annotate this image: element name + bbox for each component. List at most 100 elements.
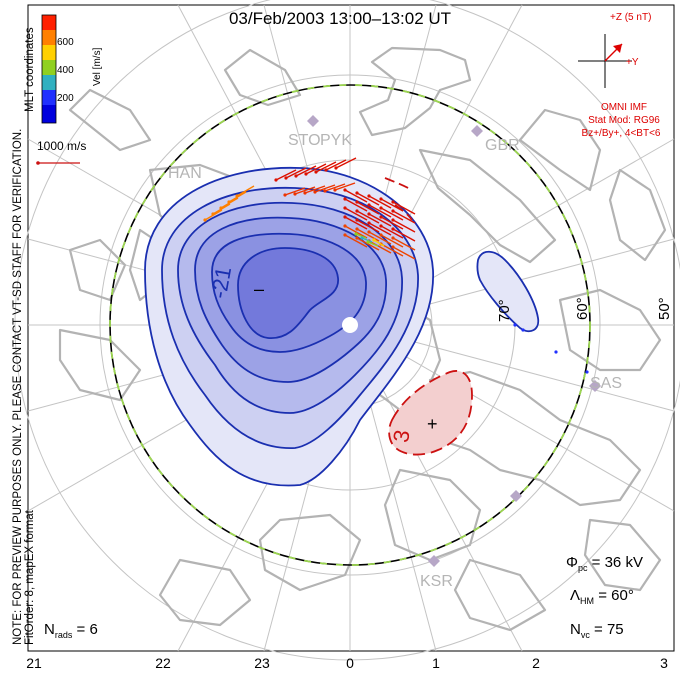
imf-z-label: +Z (5 nT) — [610, 12, 652, 23]
velocity-vector-origin — [227, 200, 231, 204]
velocity-vector — [356, 192, 380, 206]
velocity-vector — [361, 237, 373, 243]
velocity-vector-origin — [360, 236, 364, 240]
station-label-sto: STO — [288, 132, 321, 149]
station-label-ksr: KSR — [420, 573, 453, 590]
velocity-vector — [334, 182, 356, 191]
velocity-vector — [367, 241, 379, 247]
positive-potential-cell — [388, 370, 473, 456]
hmb-latitude-value: 60° — [611, 587, 634, 604]
pole-marker — [342, 317, 358, 333]
velocity-vector — [304, 185, 326, 194]
velocity-vector — [368, 231, 392, 245]
velocity-vector — [305, 163, 327, 175]
velocity-vector-origin — [324, 168, 328, 172]
velocity-vector — [356, 219, 380, 233]
velocity-vector-origin — [366, 240, 370, 244]
velocity-vector — [368, 213, 392, 227]
positive-fragment — [384, 177, 413, 221]
colorbar-tick-200: 200 — [57, 93, 74, 104]
velocity-vector — [314, 184, 336, 193]
velocity-vector — [356, 201, 380, 215]
velocity-vector-origin — [314, 170, 318, 174]
velocity-vector-origin — [334, 166, 338, 170]
colorbar-tick-600: 600 — [57, 37, 74, 48]
velocity-vector — [356, 237, 380, 251]
velocity-vector — [392, 237, 416, 251]
velocity-vector-origin — [367, 230, 371, 234]
cross-polar-cap-potential-value: 36 kV — [604, 554, 643, 571]
velocity-vector-origin — [293, 192, 297, 196]
potential-maximum-marker: + — [427, 414, 438, 434]
station-label-han: HAN — [168, 165, 202, 182]
velocity-vector-origin — [303, 191, 307, 195]
velocity-vector — [344, 225, 368, 239]
velocity-vector-origin — [367, 203, 371, 207]
velocity-vector-origin — [343, 233, 347, 237]
imf-source: OMNI IMF — [600, 102, 648, 113]
mlt-tick-22: 22 — [155, 655, 171, 671]
mlt-tick-2: 2 — [532, 655, 540, 671]
velocity-vector-origin — [391, 227, 395, 231]
heppner-maynard-boundary-dash — [109, 84, 591, 566]
velocity-vector — [344, 198, 368, 212]
velocity-vector-origin — [355, 209, 359, 213]
velocity-vector-origin — [355, 227, 359, 231]
map-frame — [27, 4, 675, 652]
velocity-vector — [344, 234, 368, 248]
velocity-scale-label: 1000 m/s — [37, 139, 87, 153]
velocity-vector — [392, 228, 416, 242]
velocity-colorbar — [41, 14, 57, 124]
velocity-vector — [380, 198, 404, 212]
velocity-vector — [356, 210, 380, 224]
velocity-vector-origin — [355, 218, 359, 222]
velocity-vector — [275, 169, 297, 181]
velocity-vector — [368, 222, 392, 236]
velocity-vector — [392, 246, 416, 260]
velocity-vector — [368, 195, 392, 209]
velocity-vector-origin — [379, 197, 383, 201]
velocity-vector-origin — [211, 212, 215, 216]
velocity-vector — [380, 225, 404, 239]
velocity-vector-origin — [304, 172, 308, 176]
velocity-vector-origin — [367, 194, 371, 198]
velocity-vector-origin — [235, 194, 239, 198]
velocity-vector — [368, 204, 392, 218]
latitude-label-50: 50° — [656, 297, 673, 320]
velocity-vector-origin — [313, 190, 317, 194]
station-label-gbr: GBR — [485, 137, 520, 154]
latitude-label-60: 60° — [574, 297, 591, 320]
station-markers — [307, 115, 601, 567]
velocity-vector — [380, 216, 404, 230]
velocity-vector-origin — [379, 215, 383, 219]
velocity-vector-origin — [379, 206, 383, 210]
contour-label-negative: -21 — [206, 264, 237, 301]
vector-count: Nvc = 75 — [570, 621, 624, 640]
velocity-vector-origin — [343, 206, 347, 210]
velocity-vector — [355, 233, 367, 239]
velocity-vector-origin — [343, 197, 347, 201]
velocity-vector — [392, 201, 416, 215]
velocity-scale-arrow — [36, 161, 80, 165]
velocity-vector — [294, 186, 316, 195]
imf-condition: Bz+/By+, 4<BT<6 — [581, 128, 661, 139]
velocity-vector — [325, 159, 347, 171]
velocity-vector-origin — [294, 174, 298, 178]
fit-order-note: FitOrder: 8, mapEX format — [24, 510, 36, 645]
negative-potential-cell — [144, 166, 434, 487]
velocity-vector-origin — [391, 200, 395, 204]
velocity-vector-origin — [203, 218, 207, 222]
velocity-vector — [392, 210, 416, 224]
velocity-vector-origin — [379, 233, 383, 237]
velocity-vector — [380, 243, 404, 257]
map-title: 03/Feb/2003 13:00–13:02 UT — [228, 9, 452, 28]
velocity-vector-origin — [355, 200, 359, 204]
velocity-vector-origin — [391, 209, 395, 213]
velocity-vector — [373, 239, 385, 247]
velocity-vector — [324, 183, 346, 192]
velocity-vectors — [203, 157, 416, 260]
velocity-vector — [344, 207, 368, 221]
mlt-tick-3: 3 — [660, 655, 668, 671]
velocity-vector-origin — [391, 218, 395, 222]
velocity-vector — [315, 161, 337, 173]
